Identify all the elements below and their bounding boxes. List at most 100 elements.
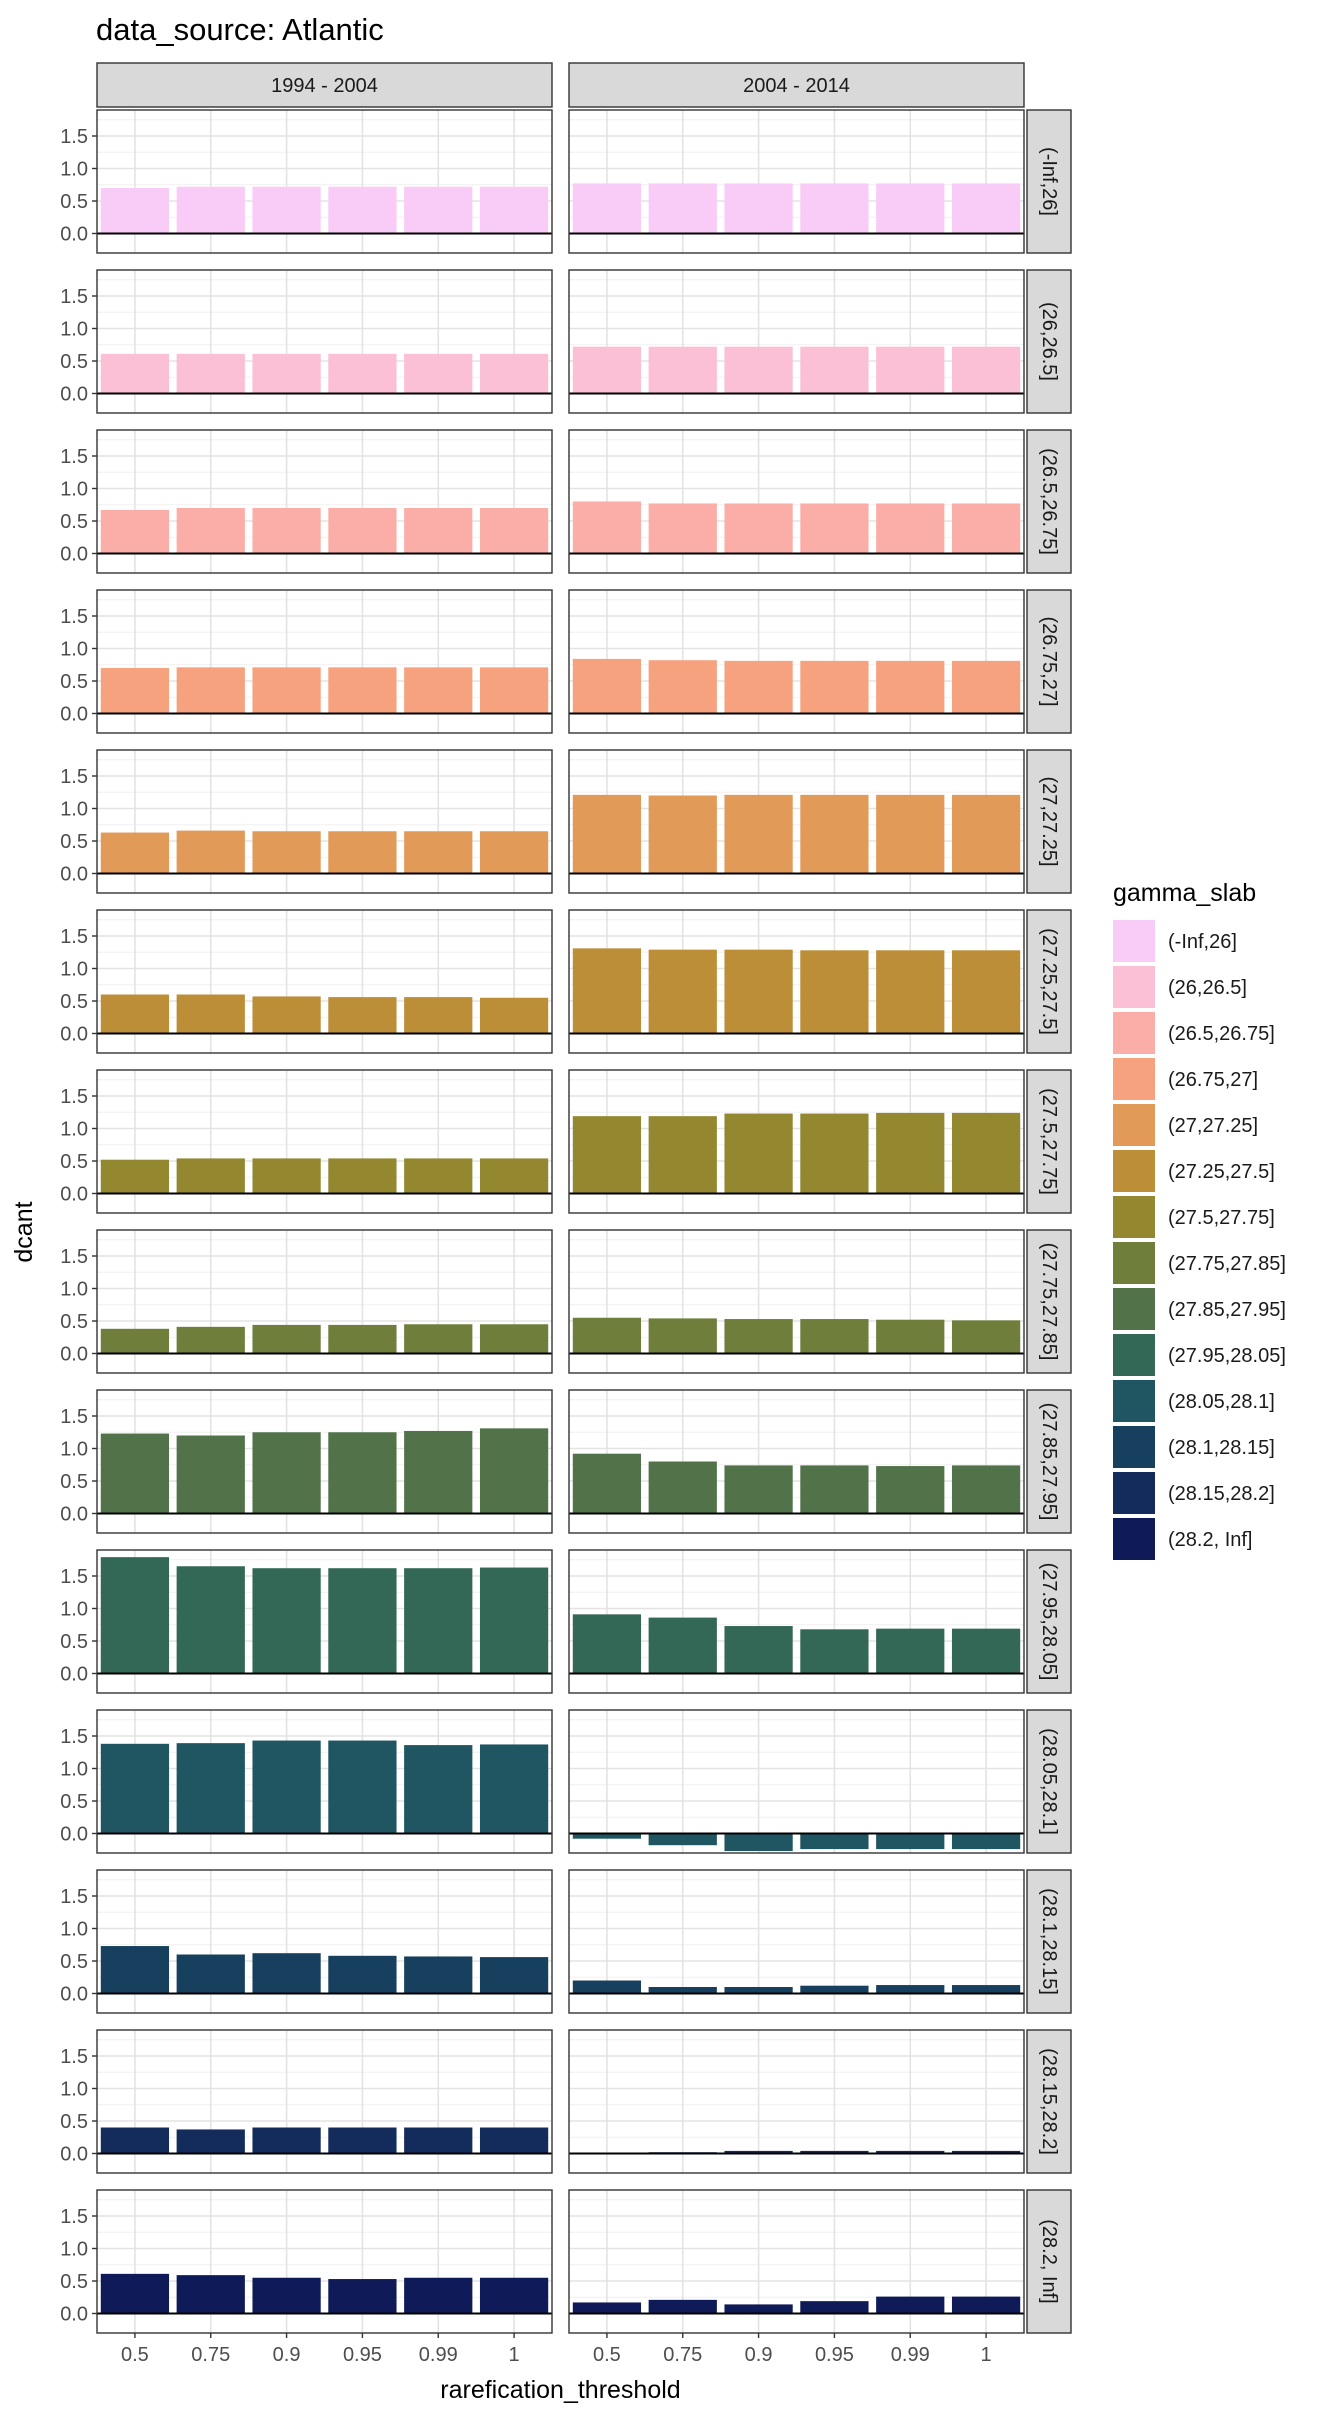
- y-tick-label: 1.5: [60, 606, 88, 628]
- panel-background: [97, 1710, 552, 1853]
- bar: [176, 186, 245, 234]
- bar: [951, 660, 1021, 714]
- bar: [404, 186, 473, 234]
- bar: [100, 353, 170, 394]
- bar: [404, 508, 473, 554]
- panel-background: [569, 750, 1024, 893]
- panel-border: [568, 1389, 1025, 1534]
- bar: [648, 1461, 717, 1514]
- legend-key: [1113, 1104, 1155, 1146]
- row-strip: [1026, 909, 1072, 1054]
- bar: [328, 1955, 397, 1994]
- panel-border: [568, 1869, 1025, 2014]
- bar: [648, 1318, 717, 1354]
- y-tick-label: 1.0: [60, 1919, 88, 1941]
- bar: [648, 1116, 717, 1194]
- bar: [572, 658, 642, 714]
- bar: [176, 1158, 245, 1194]
- bar: [800, 660, 869, 714]
- bar: [800, 2301, 869, 2314]
- bar: [404, 353, 473, 394]
- bar: [876, 1985, 945, 1994]
- legend-label: (27.85,27.95]: [1168, 1299, 1286, 1321]
- panel-border: [96, 909, 553, 1054]
- panel-border: [96, 1389, 553, 1534]
- bar: [572, 1317, 642, 1354]
- row-strip-label: (28.1,28.15]: [1038, 1888, 1060, 1995]
- bar: [724, 1113, 793, 1194]
- panel-border: [568, 2029, 1025, 2174]
- bar: [724, 2150, 793, 2154]
- bar: [951, 503, 1021, 554]
- row-strip: [1026, 269, 1072, 414]
- y-tick-label: 0.5: [60, 1631, 88, 1653]
- bar: [252, 186, 321, 234]
- bar: [252, 1432, 321, 1514]
- y-tick-label: 1.5: [60, 1566, 88, 1588]
- row-strip-label: (28.05,28.1]: [1038, 1728, 1060, 1835]
- panel-background: [97, 2190, 552, 2333]
- panel-background: [97, 910, 552, 1053]
- x-tick-label: 0.95: [343, 2344, 382, 2366]
- bar: [951, 183, 1021, 234]
- bar: [951, 346, 1021, 394]
- row-strip: [1026, 429, 1072, 574]
- bar: [648, 2299, 717, 2314]
- bar: [876, 1319, 945, 1354]
- bar: [572, 346, 642, 394]
- y-tick-label: 0.5: [60, 2271, 88, 2293]
- row-strip: [1026, 2189, 1072, 2334]
- y-tick-label: 0.0: [60, 1184, 88, 1206]
- bar: [100, 832, 170, 874]
- y-tick-label: 1.0: [60, 639, 88, 661]
- bar: [404, 1324, 473, 1354]
- bar: [252, 2277, 321, 2314]
- y-tick-label: 1.0: [60, 1439, 88, 1461]
- bar: [404, 667, 473, 714]
- bar: [648, 346, 717, 394]
- bar: [876, 346, 945, 394]
- panel-background: [569, 590, 1024, 733]
- x-tick-label: 0.9: [273, 2344, 301, 2366]
- bar: [100, 509, 170, 554]
- row-strip: [1026, 1069, 1072, 1214]
- row-strip-label: (28.2, Inf]: [1038, 2219, 1060, 2304]
- bar: [328, 1740, 397, 1834]
- column-strip: [568, 62, 1025, 108]
- row-strip-label: (26.75,27]: [1038, 616, 1060, 706]
- bar: [572, 794, 642, 874]
- panel-border: [96, 589, 553, 734]
- bar: [876, 950, 945, 1034]
- y-tick-label: 1.5: [60, 766, 88, 788]
- y-tick-label: 1.0: [60, 479, 88, 501]
- bar: [404, 831, 473, 874]
- panel-border: [96, 1549, 553, 1694]
- legend-label: (26.75,27]: [1168, 1069, 1258, 1091]
- legend-label: (27.5,27.75]: [1168, 1207, 1275, 1229]
- bar: [100, 1328, 170, 1354]
- y-tick-label: 0.0: [60, 544, 88, 566]
- row-strip: [1026, 589, 1072, 734]
- bar: [100, 994, 170, 1034]
- bar: [572, 183, 642, 234]
- panel-border: [96, 429, 553, 574]
- row-strip-label: (26,26.5]: [1038, 302, 1060, 381]
- panel-background: [569, 1390, 1024, 1533]
- panel-border: [568, 1069, 1025, 1214]
- bar: [328, 353, 397, 394]
- panel-border: [568, 109, 1025, 254]
- bar: [479, 2277, 549, 2314]
- bar: [176, 1743, 245, 1834]
- bar: [404, 1568, 473, 1674]
- bar: [328, 831, 397, 874]
- x-tick-label: 0.9: [745, 2344, 773, 2366]
- y-tick-label: 1.0: [60, 319, 88, 341]
- bar: [724, 183, 793, 234]
- bar: [479, 831, 549, 874]
- bar: [648, 660, 717, 714]
- bar: [479, 1324, 549, 1354]
- y-tick-label: 0.0: [60, 1824, 88, 1846]
- y-tick-label: 1.0: [60, 1279, 88, 1301]
- bar: [328, 1432, 397, 1514]
